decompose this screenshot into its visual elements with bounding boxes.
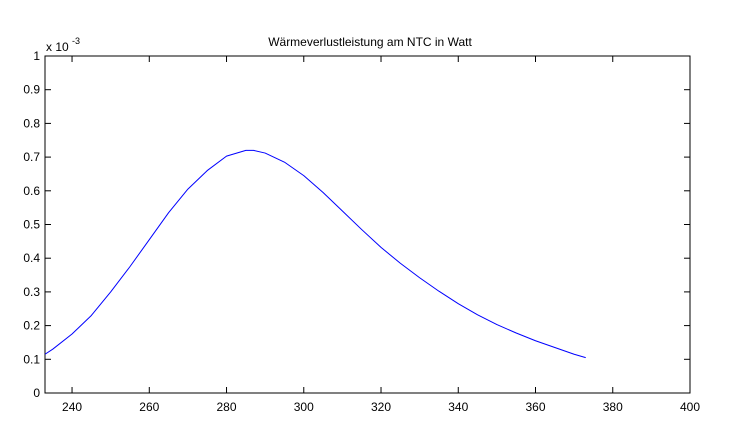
- chart-title: Wärmeverlustleistung am NTC in Watt: [268, 35, 472, 49]
- y-exponent-base: x 10: [46, 40, 69, 54]
- x-tick-label: 400: [680, 400, 700, 414]
- plot-area: [44, 55, 691, 394]
- x-tick-label: 320: [371, 400, 391, 414]
- y-tick-label: 0.3: [23, 285, 40, 299]
- x-tick-label: 360: [525, 400, 545, 414]
- y-tick-label: 1: [33, 49, 40, 63]
- y-tick-label: 0.1: [23, 352, 40, 366]
- x-tick-label: 280: [217, 400, 237, 414]
- x-tick-label: 340: [448, 400, 468, 414]
- y-tick-label: 0.9: [23, 83, 40, 97]
- y-tick-label: 0.5: [23, 218, 40, 232]
- x-tick-label: 380: [603, 400, 623, 414]
- series-layer: [44, 149, 586, 359]
- y-axis-ticks: 0 0.1 0.2 0.3 0.4 0.5 0.6 0.7 0.8 0.9 1: [23, 49, 690, 400]
- x-tick-label: 240: [62, 400, 82, 414]
- y-tick-label: 0.6: [23, 184, 40, 198]
- y-tick-label: 0.4: [23, 251, 40, 265]
- y-axis-exponent: x 10 -3: [46, 36, 80, 54]
- y-tick-label: 0: [33, 386, 40, 400]
- series-line: [44, 149, 586, 359]
- y-exponent-power: -3: [72, 36, 80, 46]
- y-tick-label: 0.2: [23, 319, 40, 333]
- y-tick-label: 0.8: [23, 116, 40, 130]
- x-tick-label: 260: [139, 400, 159, 414]
- x-tick-label: 300: [294, 400, 314, 414]
- x-axis-ticks: 240 260 280 300 320 340 360 380 400: [62, 56, 700, 414]
- y-tick-label: 0.7: [23, 150, 40, 164]
